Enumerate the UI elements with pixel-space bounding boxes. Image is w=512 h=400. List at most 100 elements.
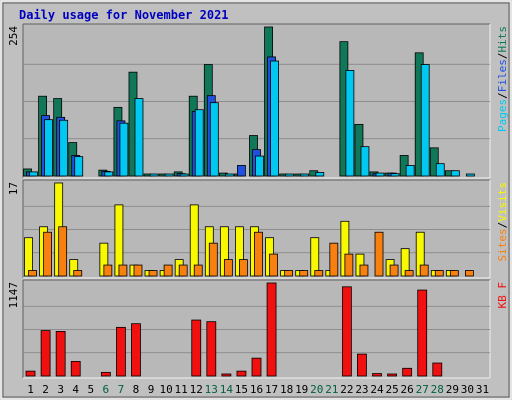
bar-sites [359, 264, 369, 277]
bar-kb-f [55, 331, 66, 377]
bar-kb-f [266, 282, 277, 377]
legend-entry: Visits [496, 182, 509, 222]
y-max-label: 1147 [7, 282, 20, 309]
x-tick-label: 5 [87, 383, 94, 396]
bar-pages [224, 173, 234, 177]
x-tick-label: 6 [103, 383, 110, 396]
bar-sites [374, 231, 384, 277]
bar-kb-f [432, 362, 443, 377]
bar-kb-f [191, 319, 202, 377]
panel-3: 1147 KB F [7, 279, 509, 379]
legend-separator: / [496, 92, 509, 99]
bar-sites [284, 270, 294, 277]
bar-pages [270, 60, 279, 177]
x-tick-label: 31 [476, 383, 489, 396]
bar-pages [285, 173, 295, 177]
bar-sites [404, 270, 414, 277]
x-tick-label: 15 [235, 383, 248, 396]
bar-pages [44, 119, 53, 177]
bar-pages [435, 163, 445, 177]
legend-entry: Hits [496, 26, 509, 53]
bar-sites [118, 264, 128, 277]
legend-entry: Files [496, 59, 509, 92]
bar-kb-f [25, 370, 36, 377]
x-tick-label: 16 [250, 383, 263, 396]
bar-pages [149, 173, 159, 177]
bar-sites [43, 231, 52, 277]
legend-separator: / [496, 53, 509, 60]
x-tick-label: 11 [175, 383, 188, 396]
x-tick-label: 29 [446, 383, 459, 396]
bar-pages [360, 146, 370, 177]
x-tick-label: 24 [370, 383, 384, 396]
bar-sites [193, 264, 203, 277]
x-tick-label: 1 [27, 383, 34, 396]
bar-sites [163, 264, 173, 277]
bar-sites [269, 253, 278, 277]
bar-kb-f [236, 370, 247, 377]
bar-kb-f [40, 330, 51, 377]
bar-sites [73, 270, 83, 277]
bar-kb-f [251, 357, 262, 377]
x-tick-label: 12 [190, 383, 203, 396]
x-tick-label: 18 [280, 383, 293, 396]
bar-pages [134, 98, 144, 177]
legend-entry: KB F [496, 282, 509, 309]
x-tick-label: 30 [461, 383, 474, 396]
x-tick-label: 9 [148, 383, 155, 396]
x-tick-label: 3 [57, 383, 64, 396]
bar-pages [466, 173, 475, 177]
legend: KB F [496, 282, 509, 309]
bar-pages [104, 171, 114, 177]
bar-sites [434, 270, 444, 277]
x-tick-label: 19 [295, 383, 308, 396]
bar-sites [223, 259, 233, 277]
bar-sites [329, 242, 339, 277]
bar-pages [59, 119, 69, 177]
bar-sites [254, 231, 263, 277]
x-tick-label: 4 [72, 383, 79, 396]
bar-pages [405, 165, 415, 177]
panel-2: 17 Sites/Visits [7, 179, 509, 279]
x-tick-label: 28 [431, 383, 444, 396]
bar-pages [194, 109, 204, 177]
bar-pages [390, 173, 400, 177]
y-max-label: 17 [7, 182, 20, 195]
x-tick-label: 22 [340, 383, 353, 396]
bar-sites [449, 270, 459, 277]
bar-kb-f [341, 286, 352, 377]
y-max-label: 254 [7, 26, 20, 46]
legend-entry: Pages [496, 99, 509, 132]
legend-separator: / [496, 222, 509, 229]
legend: Sites/Visits [496, 182, 509, 262]
bar-sites [58, 226, 68, 277]
bar-pages [300, 173, 310, 177]
x-tick-label: 23 [355, 383, 368, 396]
x-tick-label: 10 [159, 383, 172, 396]
bar-pages [345, 70, 355, 177]
bar-kb-f [70, 361, 81, 377]
bar-pages [119, 122, 129, 177]
bar-sites [178, 264, 188, 277]
bar-kb-f [116, 326, 126, 377]
bar-sites [28, 270, 37, 277]
x-tick-label: 14 [220, 383, 234, 396]
bar-pages [164, 173, 174, 177]
bar-sites [148, 270, 158, 277]
bar-files [237, 165, 246, 177]
x-tick-label: 21 [325, 383, 338, 396]
chart-title: Daily usage for November 2021 [19, 8, 229, 22]
bar-pages [315, 172, 325, 177]
bar-sites [465, 270, 474, 277]
bar-pages [179, 173, 189, 177]
x-tick-label: 20 [310, 383, 323, 396]
bar-pages [74, 156, 84, 177]
bar-kb-f [206, 321, 217, 377]
bar-sites [314, 270, 324, 277]
bar-kb-f [372, 373, 382, 377]
x-tick-label: 2 [42, 383, 49, 396]
bar-pages [209, 102, 219, 177]
